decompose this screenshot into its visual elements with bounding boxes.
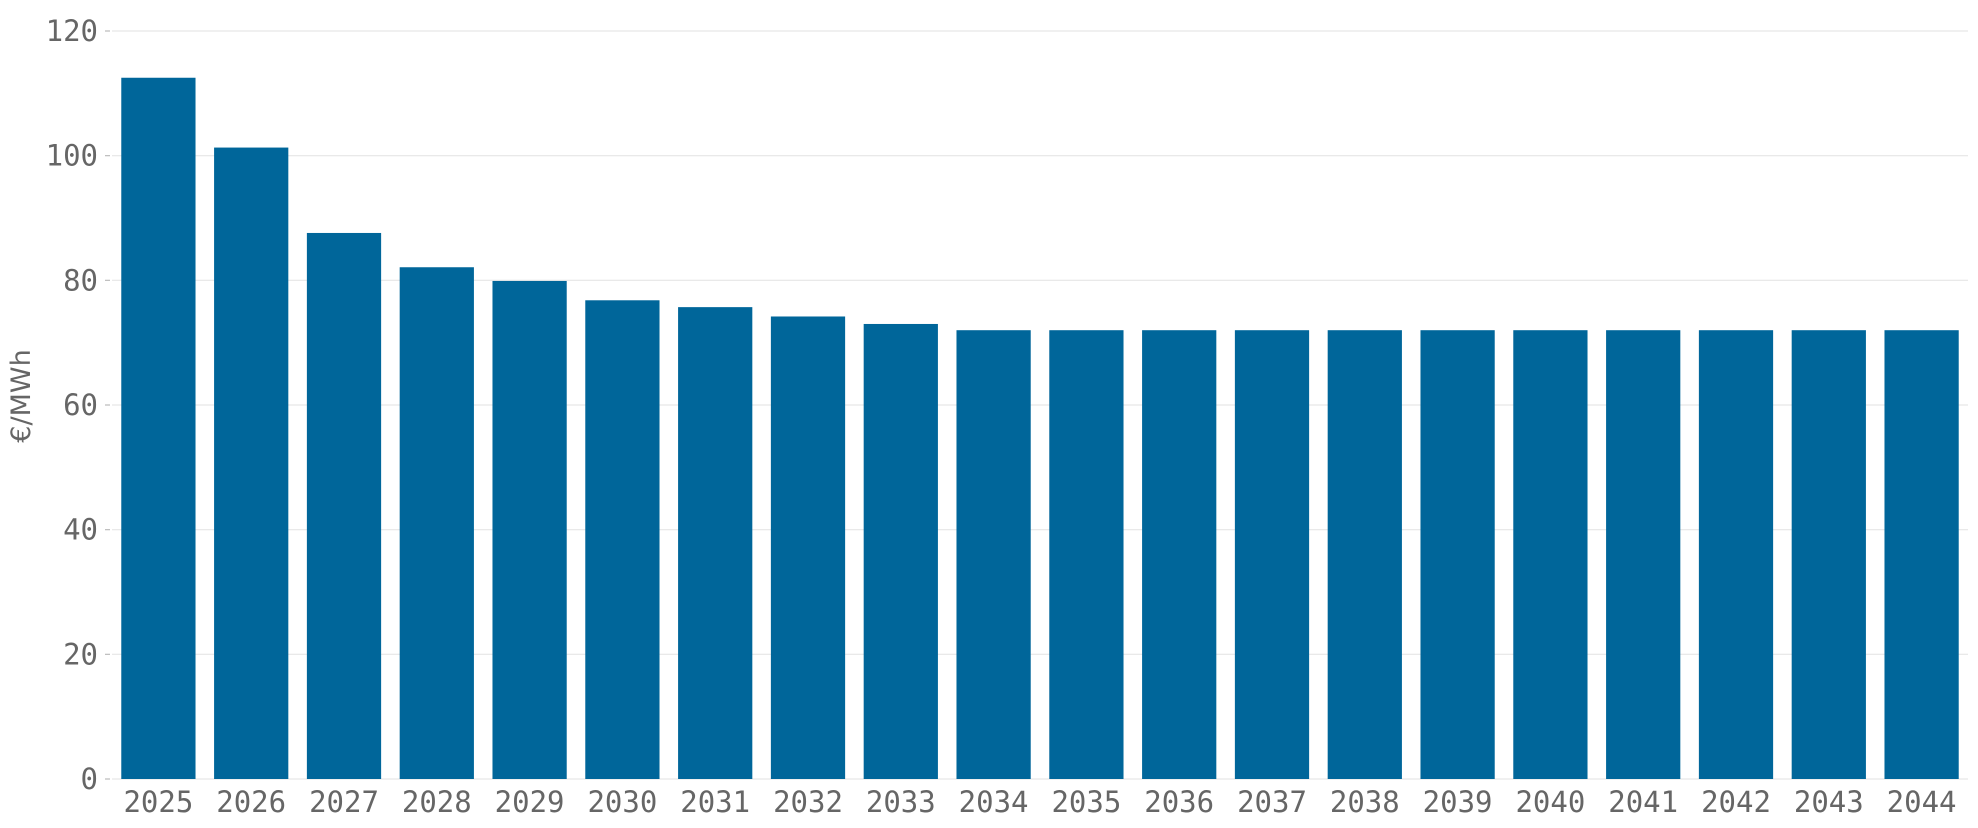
y-tick-label: 60 [63, 388, 98, 422]
x-tick-label: 2026 [216, 785, 286, 819]
bar-2041 [1606, 330, 1681, 779]
y-tick-label: 100 [46, 139, 98, 173]
x-tick-label: 2035 [1051, 785, 1121, 819]
x-axis-ticks: 2025 2026 2027 2028 2029 2030 2031 2032 2033 2034… [123, 785, 1956, 819]
bar-2044 [1884, 330, 1959, 779]
bar-2032 [770, 316, 846, 779]
x-tick-label: 2041 [1608, 785, 1678, 819]
x-tick-label: 2042 [1701, 785, 1771, 819]
y-tick-label: 80 [63, 263, 98, 297]
bar-2040 [1513, 330, 1588, 779]
x-tick-label: 2027 [309, 785, 379, 819]
y-tick-label: 120 [46, 14, 98, 48]
bar-2035 [1049, 330, 1124, 779]
bar-2043 [1791, 330, 1866, 779]
x-tick-label: 2040 [1515, 785, 1585, 819]
bar-2034 [956, 330, 1031, 779]
x-tick-label: 2033 [866, 785, 936, 819]
bar-2036 [1142, 330, 1217, 779]
x-tick-label: 2029 [495, 785, 565, 819]
y-tick-label: 0 [81, 762, 98, 796]
bar-2025 [121, 77, 196, 779]
bar-2026 [214, 147, 289, 779]
bar-2039 [1420, 330, 1495, 779]
x-tick-label: 2032 [773, 785, 843, 819]
bar-2038 [1327, 330, 1402, 779]
bar-2031 [678, 307, 753, 779]
x-tick-label: 2028 [402, 785, 472, 819]
x-tick-label: 2038 [1330, 785, 1400, 819]
x-tick-label: 2037 [1237, 785, 1307, 819]
bar-2027 [306, 232, 382, 779]
x-tick-label: 2043 [1794, 785, 1864, 819]
y-axis-label: €/MWh [6, 349, 37, 442]
y-tick-label: 40 [63, 513, 98, 547]
x-tick-label: 2039 [1423, 785, 1493, 819]
bars [121, 77, 1959, 779]
y-axis-ticks: 0 20 40 60 80 100 120 [46, 14, 110, 796]
y-tick-label: 20 [63, 637, 98, 671]
x-tick-label: 2030 [587, 785, 657, 819]
bar-2042 [1698, 330, 1774, 779]
x-tick-label: 2034 [959, 785, 1029, 819]
x-tick-label: 2031 [680, 785, 750, 819]
x-tick-label: 2036 [1144, 785, 1214, 819]
bar-2030 [585, 300, 660, 779]
gridlines [112, 30, 1968, 780]
bar-2033 [863, 323, 938, 779]
x-tick-label: 2025 [123, 785, 193, 819]
bar-2037 [1234, 330, 1310, 779]
bar-2028 [399, 267, 474, 779]
x-tick-label: 2044 [1887, 785, 1957, 819]
bar-2029 [492, 280, 567, 779]
